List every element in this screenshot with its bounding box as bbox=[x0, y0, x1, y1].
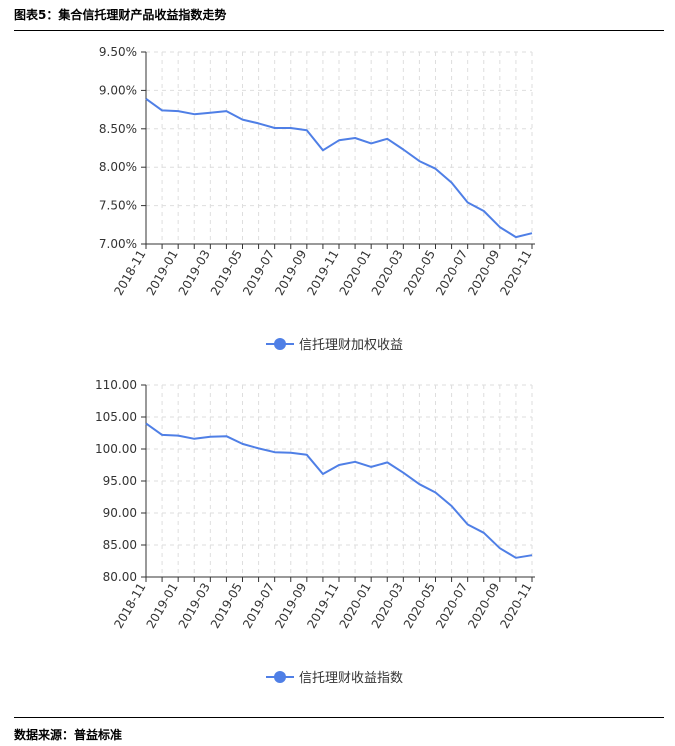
legend-label: 信托理财加权收益 bbox=[299, 337, 403, 353]
y-tick-label: 95.00 bbox=[103, 474, 137, 488]
weighted-yield-line-chart: 7.00%7.50%8.00%8.50%9.00%9.50%2018-11201… bbox=[99, 45, 535, 353]
y-tick-label: 9.50% bbox=[99, 45, 137, 59]
legend: 信托理财收益指数 bbox=[266, 671, 403, 686]
y-tick-label: 85.00 bbox=[103, 538, 137, 552]
figure-title: 图表5：集合信托理财产品收益指数走势 bbox=[14, 8, 227, 22]
y-tick-label: 7.00% bbox=[99, 237, 137, 251]
y-tick-label: 9.00% bbox=[99, 83, 137, 97]
bottom-rule bbox=[14, 717, 664, 718]
series-line bbox=[145, 422, 533, 559]
legend-label: 信托理财收益指数 bbox=[299, 671, 403, 686]
y-tick-label: 7.50% bbox=[99, 199, 137, 213]
legend: 信托理财加权收益 bbox=[266, 337, 403, 353]
y-tick-label: 100.00 bbox=[95, 442, 137, 456]
y-tick-label: 110.00 bbox=[95, 378, 137, 392]
y-tick-label: 105.00 bbox=[95, 410, 137, 424]
yield-index-line-chart: 80.00 85.00 90.00 95.00 100.00 105.00 110.00 20… bbox=[95, 378, 535, 686]
top-rule bbox=[14, 30, 664, 31]
series-line bbox=[145, 97, 533, 239]
y-tick-label: 90.00 bbox=[103, 506, 137, 520]
y-tick-label: 8.50% bbox=[99, 122, 137, 136]
y-tick-label: 8.00% bbox=[99, 160, 137, 174]
legend-marker bbox=[274, 671, 286, 683]
x-tick-label: 2020-11 bbox=[497, 248, 534, 298]
x-tick-label: 2020-11 bbox=[497, 581, 534, 631]
data-source-note: 数据来源：普益标准 bbox=[14, 728, 123, 742]
y-tick-label: 80.00 bbox=[103, 570, 137, 584]
legend-marker bbox=[274, 338, 286, 350]
